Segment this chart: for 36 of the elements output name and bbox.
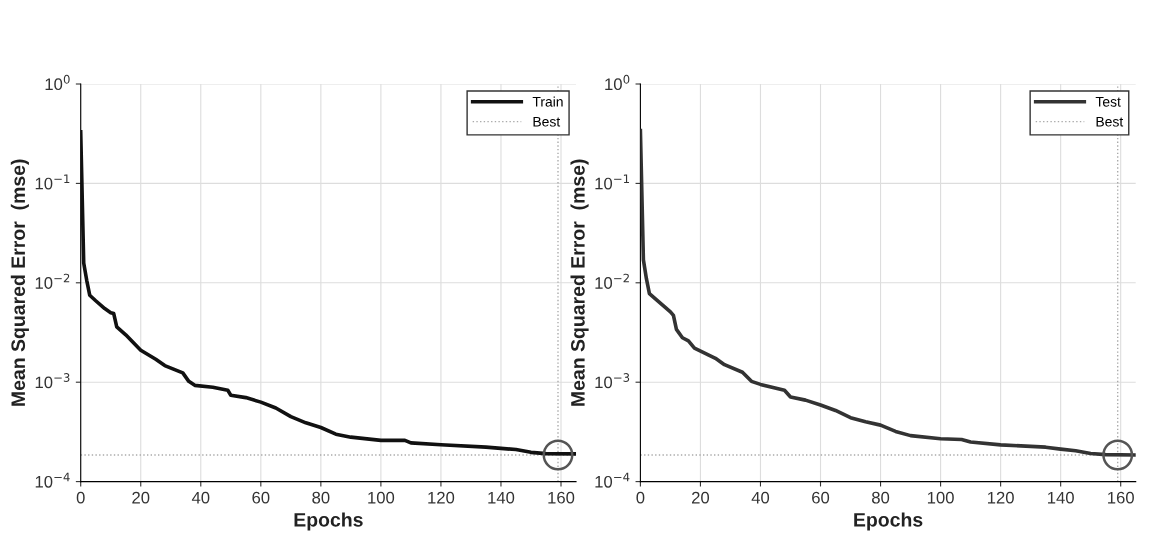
ref-line-label: Best [1096,116,1124,127]
x-tick-label: 60 [812,491,830,504]
y-tick-label: 10$^{−4}$ [35,472,70,488]
y-tick-label: 10$^{−2}$ [35,273,70,289]
x-tick-label: 40 [191,491,210,504]
y-tick-label: 10$^{0}$ [605,74,630,91]
x-tick-label: 40 [751,491,770,504]
x-tick-label: 160 [548,491,575,504]
x-tick-label: 100 [927,491,954,504]
x-axis-title: Epochs [854,512,923,531]
x-tick-label: 120 [428,491,455,504]
x-tick-label: 20 [132,491,150,504]
legend-label: Train [532,96,563,107]
x-axis-title: Epochs [294,512,363,531]
x-tick-label: 20 [692,491,710,504]
x-tick-label: 60 [252,491,270,504]
x-tick-label: 80 [312,491,330,504]
y-tick-label: 10$^{−1}$ [35,174,70,190]
x-tick-label: 140 [488,491,515,504]
y-tick-label: 10$^{−1}$ [595,174,629,190]
y-tick-label: 10$^{−2}$ [595,273,629,289]
y-tick-label: 10$^{−4}$ [595,472,630,488]
y-tick-label: 10$^{−3}$ [595,373,630,389]
x-tick-label: 0 [76,491,85,504]
y-tick-label: 10$^{−3}$ [35,373,70,389]
x-tick-label: 100 [368,491,395,504]
ref-line-label: Best [533,116,561,127]
x-tick-label: 160 [1108,491,1134,504]
x-tick-label: 140 [1048,491,1074,504]
x-tick-label: 80 [872,491,890,504]
legend-label: Test [1095,97,1121,107]
y-axis-title: Mean Squared Error (mse) [10,159,29,406]
x-tick-label: 120 [987,491,1014,504]
x-tick-label: 0 [636,491,645,504]
y-axis-title: Mean Squared Error (mse) [570,159,589,406]
y-tick-label: 10$^{0}$ [45,74,70,91]
